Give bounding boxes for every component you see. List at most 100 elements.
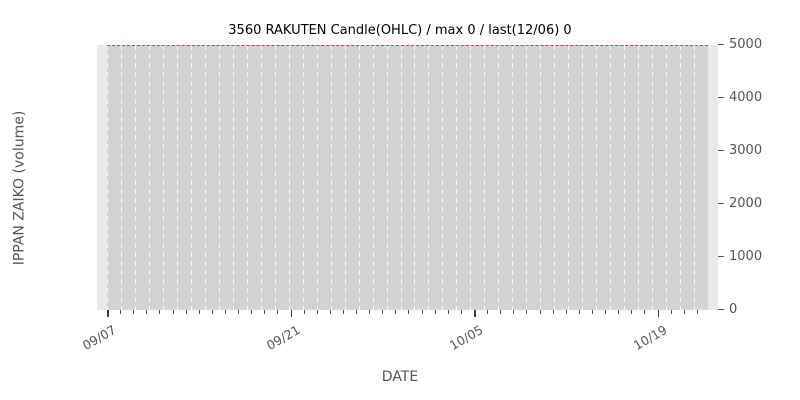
x-axis-tick-minor	[395, 310, 397, 314]
x-axis-tick-minor	[500, 310, 502, 314]
x-axis-tick-minor	[421, 310, 423, 314]
x-axis-tick-minor	[565, 310, 567, 314]
x-axis-tick-minor	[578, 310, 580, 314]
x-axis-tick-minor	[159, 310, 161, 314]
gridline-vertical	[400, 45, 402, 310]
x-axis-tick-minor	[356, 310, 358, 314]
gridline-vertical	[372, 45, 374, 310]
x-axis-tick-minor	[447, 310, 449, 314]
gridline-vertical	[330, 45, 332, 310]
x-axis-tick-minor	[133, 310, 135, 314]
series-line-ippan-zaiko	[107, 45, 708, 46]
plot-edge-band-right	[708, 45, 718, 310]
gridline-vertical	[204, 45, 206, 310]
gridline-vertical	[232, 45, 234, 310]
y-axis-tick-mark	[718, 256, 724, 258]
x-axis-tick-minor	[460, 310, 462, 314]
gridlines-vertical	[97, 45, 718, 310]
x-axis-tick-minor	[264, 310, 266, 314]
x-axis-tick-minor	[146, 310, 148, 314]
x-axis-tick-major	[657, 310, 660, 317]
gridline-vertical	[484, 45, 486, 310]
gridline-vertical	[414, 45, 416, 310]
gridline-vertical	[554, 45, 556, 310]
x-axis-tick-major	[107, 310, 109, 317]
gridline-vertical	[470, 45, 472, 310]
gridline-vertical	[316, 45, 318, 310]
gridline-vertical	[568, 45, 570, 310]
x-axis-tick-minor	[552, 310, 554, 314]
x-axis-tick-minor	[277, 310, 279, 314]
gridline-vertical	[107, 45, 108, 310]
y-axis-tick-mark	[718, 309, 724, 311]
gridline-vertical	[246, 45, 248, 310]
gridline-vertical	[456, 45, 458, 310]
x-axis-tick-minor	[185, 310, 187, 314]
x-axis-tick-label: 10/05	[446, 322, 486, 354]
x-axis-tick-minor	[644, 310, 646, 314]
x-axis-tick-minor	[670, 310, 672, 314]
gridline-vertical	[694, 45, 696, 310]
gridline-vertical	[512, 45, 514, 310]
gridline-vertical	[344, 45, 346, 310]
gridline-vertical	[288, 45, 290, 310]
x-axis-label: DATE	[381, 369, 419, 385]
x-axis-tick-minor	[408, 310, 410, 314]
gridline-vertical	[134, 45, 136, 310]
gridline-vertical	[652, 45, 654, 310]
x-axis-tick-minor	[369, 310, 371, 314]
x-axis-tick-major	[474, 310, 476, 317]
y-axis-tick-label: 0	[729, 302, 738, 317]
x-axis-tick-minor	[211, 310, 213, 314]
gridline-vertical	[260, 45, 262, 310]
x-axis-tick-label: 09/21	[263, 322, 302, 354]
y-axis-tick-mark	[718, 150, 724, 152]
gridline-vertical	[162, 45, 164, 310]
x-axis-tick-minor	[382, 310, 384, 314]
x-axis-tick-minor	[172, 310, 174, 314]
x-axis-tick-major	[290, 310, 292, 317]
x-axis-tick-minor	[329, 310, 331, 314]
gridline-vertical	[120, 45, 122, 310]
y-axis-tick-label: 1000	[729, 249, 763, 264]
x-axis-tick-minor	[618, 310, 620, 314]
chart-title: 3560 RAKUTEN Candle(OHLC) / max 0 / last…	[228, 23, 572, 38]
x-axis-tick-minor	[342, 310, 344, 314]
y-axis-tick-mark	[718, 44, 724, 46]
gridline-vertical	[302, 45, 304, 310]
gridline-vertical	[610, 45, 612, 310]
y-axis-tick-label: 2000	[729, 196, 763, 211]
x-axis-tick-minor	[238, 310, 240, 314]
x-axis-tick-minor	[696, 310, 698, 314]
x-axis-tick-minor	[316, 310, 318, 314]
x-axis-tick-minor	[631, 310, 633, 314]
plot-area	[97, 45, 718, 310]
gridline-vertical	[526, 45, 528, 310]
gridline-vertical	[582, 45, 584, 310]
x-axis-tick-minor	[198, 310, 200, 314]
plot-edge-band-left	[97, 45, 107, 310]
x-axis-tick-minor	[224, 310, 226, 314]
x-axis-tick-minor	[526, 310, 528, 314]
gridline-vertical	[624, 45, 626, 310]
gridline-vertical	[680, 45, 682, 310]
gridline-vertical	[274, 45, 276, 310]
y-axis-tick-mark	[718, 97, 724, 99]
x-axis-tick-minor	[251, 310, 253, 314]
gridline-vertical	[358, 45, 360, 310]
y-axis-tick-mark	[718, 203, 724, 205]
gridline-vertical	[148, 45, 150, 310]
gridline-vertical	[498, 45, 500, 310]
gridline-vertical	[442, 45, 444, 310]
gridline-vertical	[218, 45, 220, 310]
gridline-vertical	[638, 45, 640, 310]
x-axis-tick-minor	[487, 310, 489, 314]
gridline-vertical	[540, 45, 542, 310]
x-axis-tick-minor	[513, 310, 515, 314]
y-axis-tick-label: 3000	[729, 143, 763, 158]
x-axis-tick-minor	[539, 310, 541, 314]
gridline-vertical	[428, 45, 430, 310]
x-axis-tick-label: 09/07	[79, 322, 119, 354]
x-axis-tick-minor	[303, 310, 305, 314]
